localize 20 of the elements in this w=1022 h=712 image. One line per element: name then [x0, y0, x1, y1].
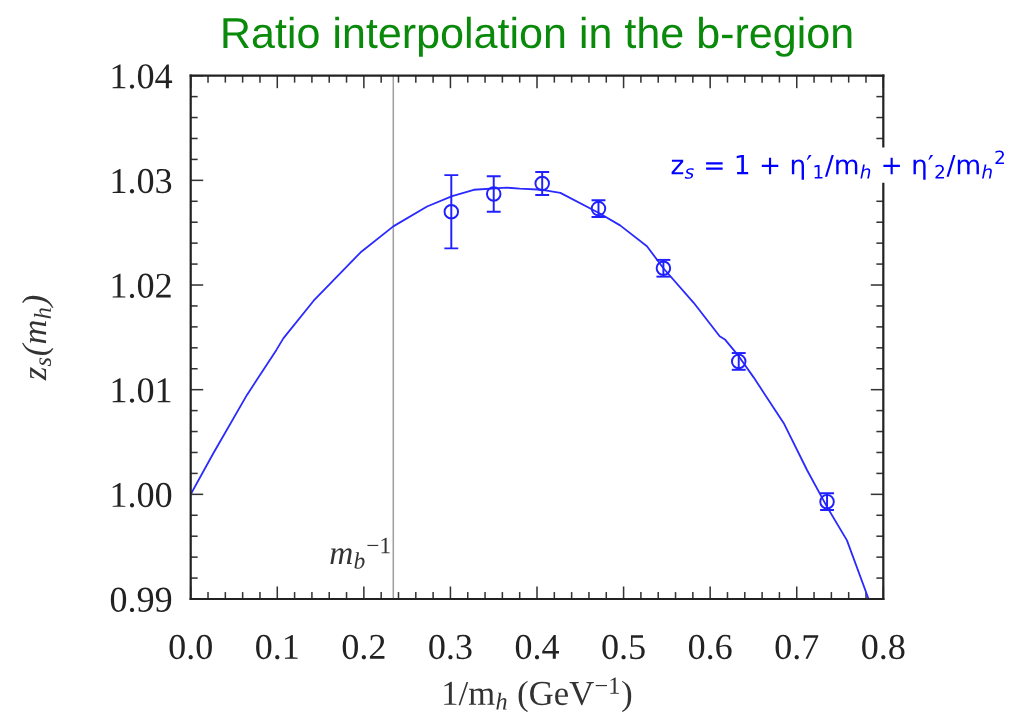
chart-title: Ratio interpolation in the b-region	[223, 16, 852, 57]
y-tick-label: 1.04	[112, 64, 173, 89]
x-tick-label: 0.0	[169, 634, 212, 660]
x-tick-label: 0.3	[429, 634, 472, 660]
x-tick-label: 0.1	[256, 634, 298, 660]
x-tick-label: 0.8	[862, 634, 905, 660]
y-axis-title: z$_{s}$(m$_{h}$)	[21, 295, 54, 381]
y-tick-label: 0.99	[110, 587, 172, 613]
x-tick-label: 0.2	[342, 634, 385, 660]
x-tick-label: 0.7	[775, 634, 819, 660]
y-tick-label: 1.01	[112, 378, 171, 403]
y-tick-label: 1.03	[112, 168, 172, 194]
x-tick-label: 0.6	[688, 634, 732, 660]
x-axis-title: 1/m$_{h}$ (GeV$^{−1}$)	[444, 677, 632, 712]
text: z$_{s}$ = 1 + η′$_{1}$/m$_{h}$ + η′$_{2}$/m$_{h}$$^{2}$	[671, 150, 1004, 180]
x-tick-label: 0.5	[602, 634, 645, 660]
y-tick-label: 1.02	[112, 273, 171, 299]
y-tick-label: 1.00	[112, 482, 172, 508]
ref-line-label: m$_{b}$$^{−1}$	[330, 537, 390, 569]
x-tick-label: 0.4	[515, 634, 560, 660]
